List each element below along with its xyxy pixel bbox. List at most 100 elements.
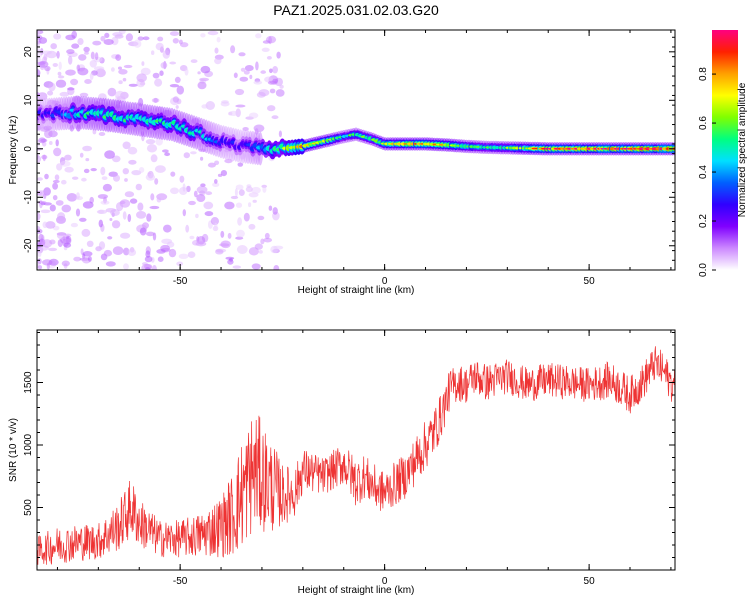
heatmap-speckle [220, 170, 227, 177]
heatmap-speckle [111, 67, 115, 72]
heatmap-speckle [103, 249, 112, 257]
spectrogram-x-tick-label: 50 [584, 276, 596, 287]
heatmap-speckle [267, 80, 278, 85]
snr-ticks: -50 0 50 500 1000 1500 [23, 330, 675, 587]
heatmap-speckle [251, 263, 261, 270]
heatmap-speckle [104, 150, 115, 159]
heatmap-speckle [82, 145, 92, 152]
heatmap-speckle [168, 248, 177, 258]
colorbar-tick-label: 0.2 [698, 214, 709, 228]
heatmap-speckle [279, 84, 284, 89]
heatmap-speckle [220, 240, 231, 249]
heatmap-speckle [37, 258, 42, 265]
heatmap-speckle [53, 33, 62, 40]
heatmap-speckle [112, 32, 123, 37]
heatmap-speckle [178, 253, 189, 259]
heatmap-speckle [238, 189, 245, 197]
heatmap-speckle [61, 204, 72, 213]
spectrogram-y-tick-label: -20 [23, 238, 34, 253]
heatmap-speckle [214, 160, 220, 166]
heatmap-speckle [154, 178, 159, 185]
heatmap-speckle [162, 149, 169, 153]
heatmap-speckle [278, 130, 282, 138]
heatmap-speckle [92, 40, 102, 46]
heatmap-speckle [252, 199, 257, 203]
colorbar-scale [712, 30, 738, 270]
heatmap-speckle [267, 105, 276, 112]
heatmap-speckle [154, 165, 166, 173]
heatmap-speckle [56, 50, 60, 59]
heatmap-speckle [113, 174, 120, 182]
heatmap-speckle [230, 45, 236, 54]
heatmap-speckle [270, 245, 279, 254]
spectrogram-y-tick-label: 20 [23, 46, 34, 58]
snr-frame [36, 329, 676, 571]
heatmap-speckle [58, 61, 62, 70]
heatmap-speckle [71, 30, 77, 39]
heatmap-speckle [197, 71, 201, 75]
heatmap-speckle [268, 205, 273, 211]
heatmap-speckle [244, 65, 254, 72]
heatmap-speckle [164, 152, 171, 157]
snr-y-tick-label: 1500 [23, 371, 34, 394]
heatmap-speckle [249, 74, 253, 80]
heatmap-speckle [37, 265, 43, 270]
heatmap-speckle [240, 67, 246, 72]
heatmap-speckle [145, 139, 156, 145]
heatmap-speckle [104, 32, 110, 39]
heatmap-speckle [59, 91, 70, 97]
heatmap-speckle [187, 251, 196, 258]
heatmap-speckle [83, 168, 90, 174]
heatmap-speckle [190, 59, 198, 63]
heatmap-speckle [157, 256, 164, 263]
heatmap-speckle [81, 228, 91, 237]
snr-y-axis-label: SNR (10 * v/v) [8, 418, 19, 482]
heatmap-speckle [182, 183, 186, 192]
heatmap-speckle [82, 201, 94, 209]
heatmap-speckle [124, 191, 135, 198]
heatmap-speckle [137, 202, 144, 211]
heatmap-speckle [77, 38, 84, 45]
heatmap-speckle [45, 221, 56, 229]
heatmap-speckle [257, 215, 265, 221]
heatmap-speckle [37, 177, 43, 181]
heatmap-speckle [52, 63, 58, 67]
heatmap-speckle [103, 39, 114, 45]
heatmap-speckle [235, 104, 246, 108]
heatmap-speckle [98, 132, 106, 136]
heatmap-speckle [159, 70, 164, 76]
heatmap-speckle [112, 155, 121, 163]
heatmap-speckle [102, 183, 112, 192]
heatmap-speckle [84, 79, 92, 84]
heatmap-speckle [40, 138, 48, 143]
heatmap-speckle [37, 251, 42, 257]
heatmap-speckle [272, 207, 278, 215]
heatmap-speckle [65, 69, 76, 76]
heatmap-speckle [112, 246, 124, 256]
heatmap-speckle [199, 77, 210, 82]
heatmap-speckle [172, 38, 179, 44]
heatmap-speckle [180, 42, 189, 48]
heatmap-speckle [72, 176, 79, 180]
heatmap-speckle [260, 70, 267, 74]
heatmap-speckle [138, 167, 145, 173]
spectrogram-y-tick-label: 10 [23, 94, 34, 106]
heatmap-speckle [122, 77, 127, 82]
heatmap-speckle [48, 247, 58, 252]
heatmap-speckle [66, 193, 78, 202]
heatmap-speckle [150, 154, 158, 163]
heatmap-speckle [64, 154, 72, 161]
heatmap-speckle [107, 87, 117, 97]
heatmap-speckle [100, 200, 110, 205]
snr-x-axis-label: Height of straight line (km) [298, 585, 415, 596]
colorbar-tick-label: 0.4 [698, 165, 709, 179]
heatmap-speckle [95, 68, 106, 78]
heatmap-speckle [94, 52, 99, 61]
heatmap-speckle [48, 82, 56, 92]
snr-y-tick-label: 500 [23, 499, 34, 516]
heatmap-speckle [49, 204, 56, 212]
snr-x-tick-label: 0 [382, 576, 388, 587]
heatmap-speckle [228, 110, 238, 116]
heatmap-speckle [251, 186, 261, 194]
heatmap-speckle [140, 67, 151, 76]
